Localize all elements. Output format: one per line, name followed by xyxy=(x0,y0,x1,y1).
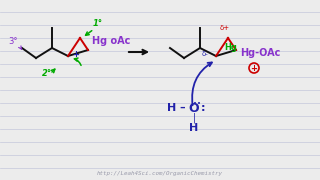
Text: Hg-OAc: Hg-OAc xyxy=(240,48,280,58)
Text: H: H xyxy=(189,123,199,133)
Text: –: – xyxy=(179,103,185,113)
Text: +: + xyxy=(72,50,79,59)
Text: Hg oAc: Hg oAc xyxy=(92,36,130,46)
Text: O: O xyxy=(189,102,199,114)
Text: ••: •• xyxy=(193,101,201,107)
Text: |: | xyxy=(192,113,196,123)
Text: http://Leah4Sci.com/OrganicChemistry: http://Leah4Sci.com/OrganicChemistry xyxy=(97,172,223,177)
Text: +: + xyxy=(251,64,258,73)
Text: 2°: 2° xyxy=(42,69,52,78)
Text: :: : xyxy=(201,103,205,113)
Text: δ+: δ+ xyxy=(220,25,230,31)
Text: H: H xyxy=(167,103,177,113)
Text: Hg: Hg xyxy=(224,43,237,52)
Text: δ-: δ- xyxy=(202,51,209,57)
Text: 3°: 3° xyxy=(8,37,18,46)
Text: 1°: 1° xyxy=(93,19,103,28)
